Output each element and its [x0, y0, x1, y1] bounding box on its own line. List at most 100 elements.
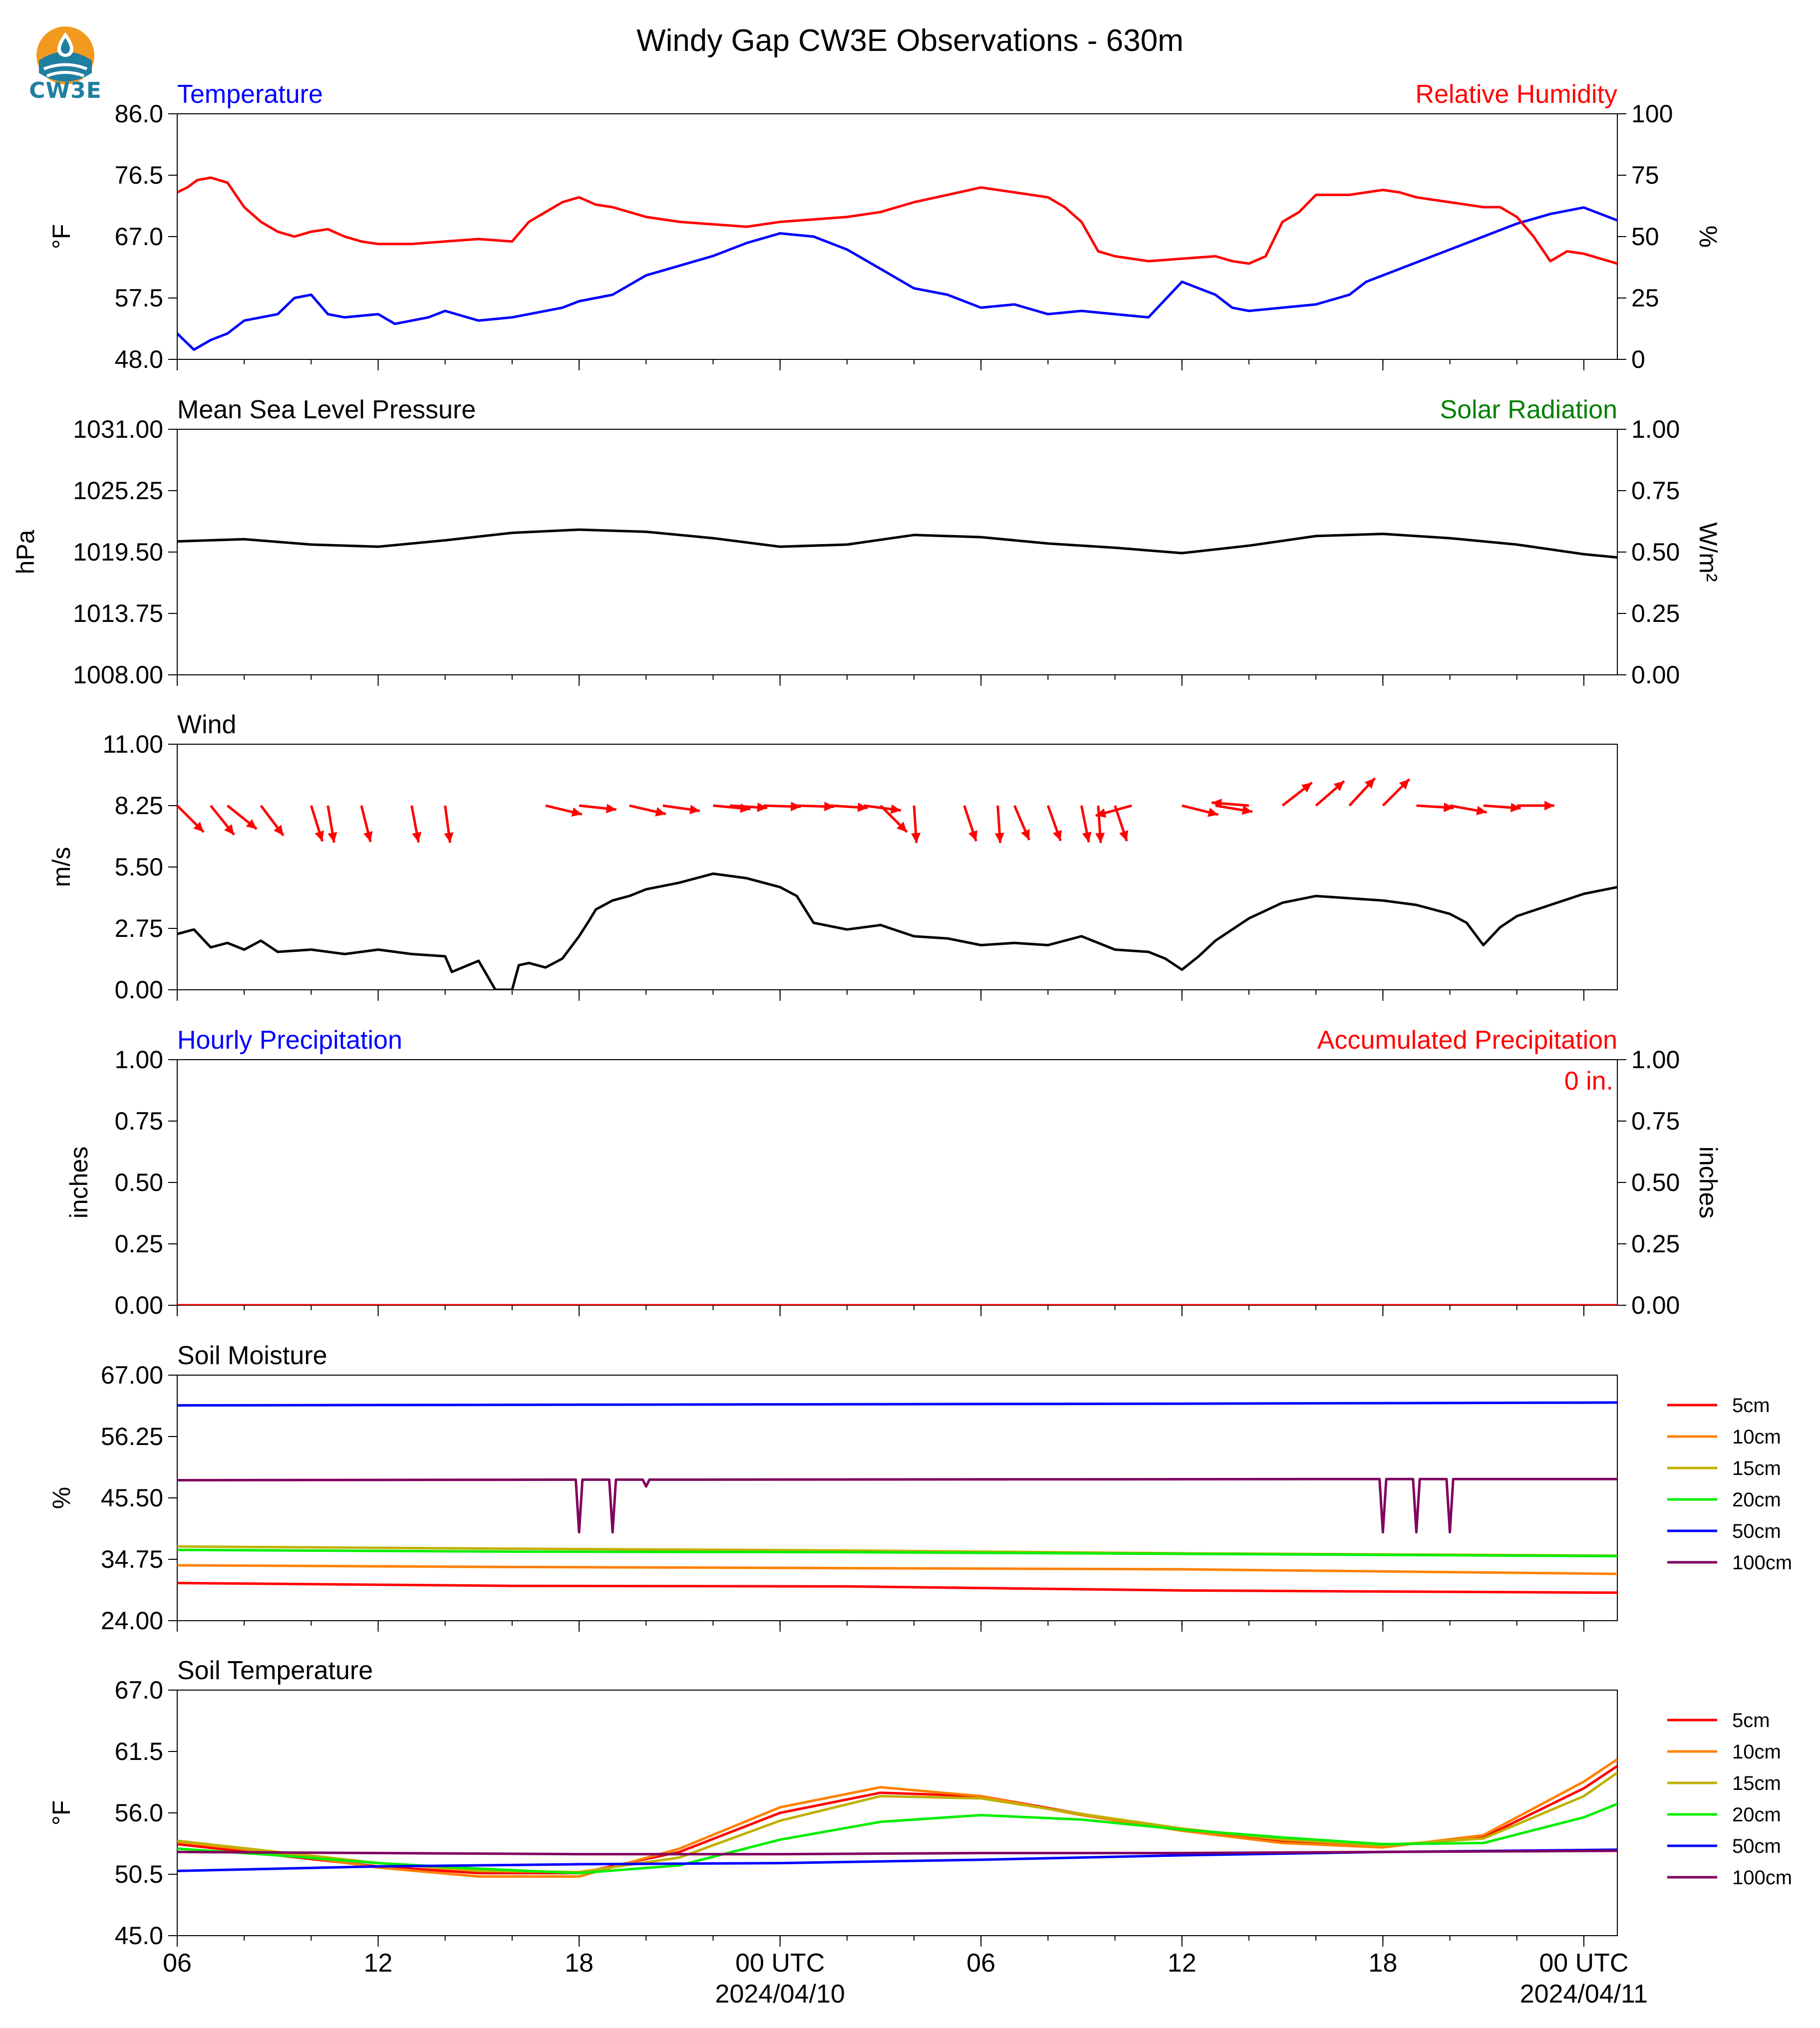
wind-arrow-head: [911, 833, 921, 843]
x-date-label: 2024/04/11: [1520, 1980, 1648, 2009]
wind-arrow-head: [1212, 799, 1222, 809]
y-tick-label: 24.00: [101, 1607, 163, 1635]
series-line-50cm: [177, 1401, 1617, 1407]
wind-arrow-head: [571, 807, 582, 817]
wind-arrow-head: [824, 802, 835, 812]
wind-arrow-head: [412, 832, 422, 843]
y2-tick-label: 1.00: [1631, 1046, 1680, 1074]
panel-frame: [177, 744, 1618, 990]
wind-arrow-head: [790, 802, 801, 812]
series-line-Relative Humidity: [177, 176, 1617, 265]
y2-tick-label: 0.25: [1631, 1230, 1680, 1258]
y-axis-label: %: [47, 1487, 75, 1509]
y-axis-label: inches: [65, 1147, 93, 1219]
y2-tick-label: 0.50: [1631, 1168, 1680, 1196]
y-tick-label: 1025.25: [73, 477, 163, 505]
panel-5: Soil Moisture 67.00 56.25 45.50 34.75 24.00% 5…: [47, 1341, 1792, 1635]
legend-label: 100cm: [1732, 1867, 1792, 1889]
panel-frame: [177, 1059, 1618, 1306]
panel-title-left: Wind: [177, 710, 236, 739]
panel-title-left: Soil Temperature: [177, 1656, 373, 1685]
y2-axis-label: %: [1694, 226, 1722, 248]
wind-arrow-head: [1241, 805, 1252, 815]
wind-arrow-head: [1301, 782, 1312, 793]
wind-arrow-head: [1399, 779, 1410, 790]
y-tick-label: 48.0: [115, 345, 163, 373]
wind-arrow-head: [890, 804, 901, 814]
panel-title-left: Temperature: [177, 80, 323, 109]
y-tick-label: 61.5: [115, 1738, 163, 1765]
legend-label: 10cm: [1732, 1426, 1781, 1448]
y-tick-label: 1031.00: [73, 415, 163, 443]
series-line-10cm: [177, 1564, 1617, 1575]
wind-arrow-head: [1021, 829, 1030, 840]
y-tick-label: 67.00: [101, 1361, 163, 1389]
y-tick-label: 56.0: [115, 1799, 163, 1827]
panel-2: Mean Sea Level Pressure Solar Radiation 10…: [11, 395, 1722, 689]
series-line-20cm: [177, 1802, 1617, 1875]
panel-1: Temperature Relative Humidity 86.0 76.5 67.0…: [47, 80, 1722, 373]
y-tick-label: 0.50: [115, 1168, 163, 1196]
panel-6: Soil Temperature 67.0 61.5 56.0 50.5 45.0 °F 5c…: [47, 1656, 1792, 1950]
legend-label: 10cm: [1732, 1741, 1781, 1763]
series-line-20cm: [177, 1548, 1617, 1558]
y-tick-label: 1013.75: [73, 599, 163, 627]
x-tick-label: 00 UTC: [1539, 1949, 1628, 1978]
legend-label: 20cm: [1732, 1804, 1781, 1826]
wind-arrow-head: [655, 807, 666, 817]
y2-tick-label: 25: [1631, 284, 1659, 312]
wind-arrow-head: [968, 830, 978, 842]
series-line-10cm: [177, 1758, 1617, 1878]
panel-4: Hourly Precipitation Accumulated Precipit…: [65, 1026, 1722, 1319]
panel-frame: [177, 429, 1618, 675]
wind-arrow-head: [363, 831, 373, 842]
wind-arrow-head: [1544, 801, 1554, 811]
y-tick-label: 45.50: [101, 1484, 163, 1512]
panel-title-right: Solar Radiation: [1440, 395, 1617, 424]
series-line-Mean Sea Level Pressure: [177, 528, 1617, 559]
chart-title: Windy Gap CW3E Observations - 630m: [636, 23, 1184, 58]
panel-title-left: Soil Moisture: [177, 1341, 327, 1370]
y-tick-label: 56.25: [101, 1423, 163, 1450]
y-tick-label: 0.25: [115, 1230, 163, 1258]
wind-arrow-head: [897, 822, 907, 833]
y2-tick-label: 0.50: [1631, 538, 1680, 566]
y2-tick-label: 0.00: [1631, 1291, 1680, 1319]
y2-tick-label: 0.75: [1631, 477, 1680, 505]
y-tick-label: 67.0: [115, 1676, 163, 1704]
legend-label: 100cm: [1732, 1552, 1792, 1574]
x-tick-label: 06: [163, 1949, 192, 1978]
y-tick-label: 1019.50: [73, 538, 163, 566]
wind-arrow-head: [857, 802, 868, 812]
series-line-Temperature: [177, 206, 1617, 351]
y-tick-label: 34.75: [101, 1545, 163, 1573]
wind-arrow-head: [193, 822, 204, 833]
legend-label: 5cm: [1732, 1395, 1770, 1417]
y-tick-label: 0.00: [115, 976, 163, 1004]
y-axis-label: m/s: [47, 847, 75, 887]
wind-arrow-head: [1119, 830, 1129, 842]
y2-tick-label: 0: [1631, 345, 1645, 373]
y-tick-label: 57.5: [115, 284, 163, 312]
wind-arrow-head: [689, 805, 700, 815]
y2-tick-label: 1.00: [1631, 415, 1680, 443]
y-tick-label: 11.00: [103, 730, 163, 758]
x-tick-label: 12: [364, 1949, 393, 1978]
y-tick-label: 0.00: [115, 1291, 163, 1319]
y-tick-label: 67.0: [115, 223, 163, 251]
wind-arrow-head: [1443, 802, 1454, 812]
y-axis-label: °F: [47, 1800, 75, 1826]
panel-frame: [177, 1690, 1618, 1936]
y-tick-label: 2.75: [115, 914, 163, 942]
panel-title-right: Relative Humidity: [1415, 80, 1617, 109]
legend-label: 20cm: [1732, 1489, 1781, 1511]
y-axis-label: hPa: [11, 530, 39, 574]
panel-3: Wind 11.00 8.25 5.50 2.75 0.00 m/s: [47, 710, 1618, 1004]
y-tick-label: 86.0: [115, 100, 163, 128]
y2-tick-label: 50: [1631, 223, 1659, 251]
x-tick-label: 18: [565, 1949, 594, 1978]
y-tick-label: 50.5: [115, 1860, 163, 1888]
wind-arrow-head: [274, 825, 284, 836]
y-axis-label: °F: [47, 224, 75, 250]
